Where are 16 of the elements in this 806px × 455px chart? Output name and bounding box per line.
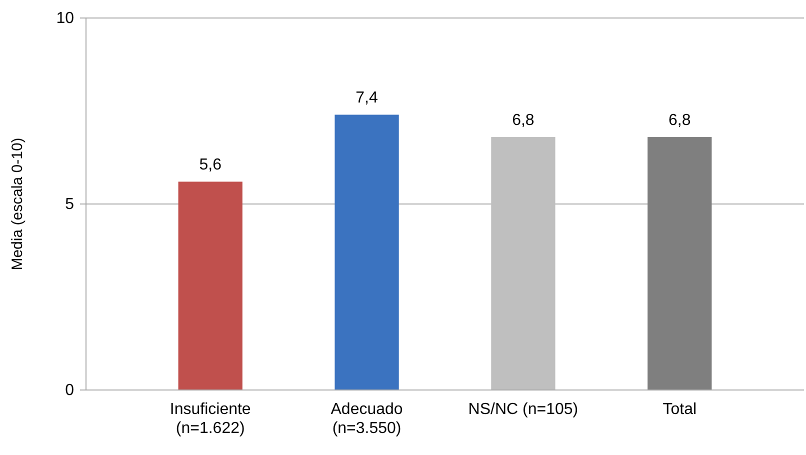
y-tick-label: 10 [56, 10, 74, 28]
bar [334, 114, 399, 390]
x-tick-label: NS/NC (n=105) [468, 401, 578, 418]
bar [178, 182, 242, 390]
bar [491, 137, 556, 390]
x-tick-label: Insuficiente (n=1.622) [170, 401, 251, 437]
x-tick-label: Total [662, 401, 697, 418]
data-label: 7,4 [356, 90, 378, 107]
y-tick-label: 5 [65, 196, 74, 214]
data-label: 5,6 [199, 156, 222, 174]
y-axis-title: Media (escala 0-10) [9, 138, 26, 270]
y-tick-label: 0 [65, 382, 74, 400]
x-tick-label: Adecuado (n=3.550) [330, 401, 403, 437]
bar [648, 137, 712, 390]
data-label: 6,8 [512, 112, 534, 130]
data-label: 6,8 [668, 112, 691, 130]
